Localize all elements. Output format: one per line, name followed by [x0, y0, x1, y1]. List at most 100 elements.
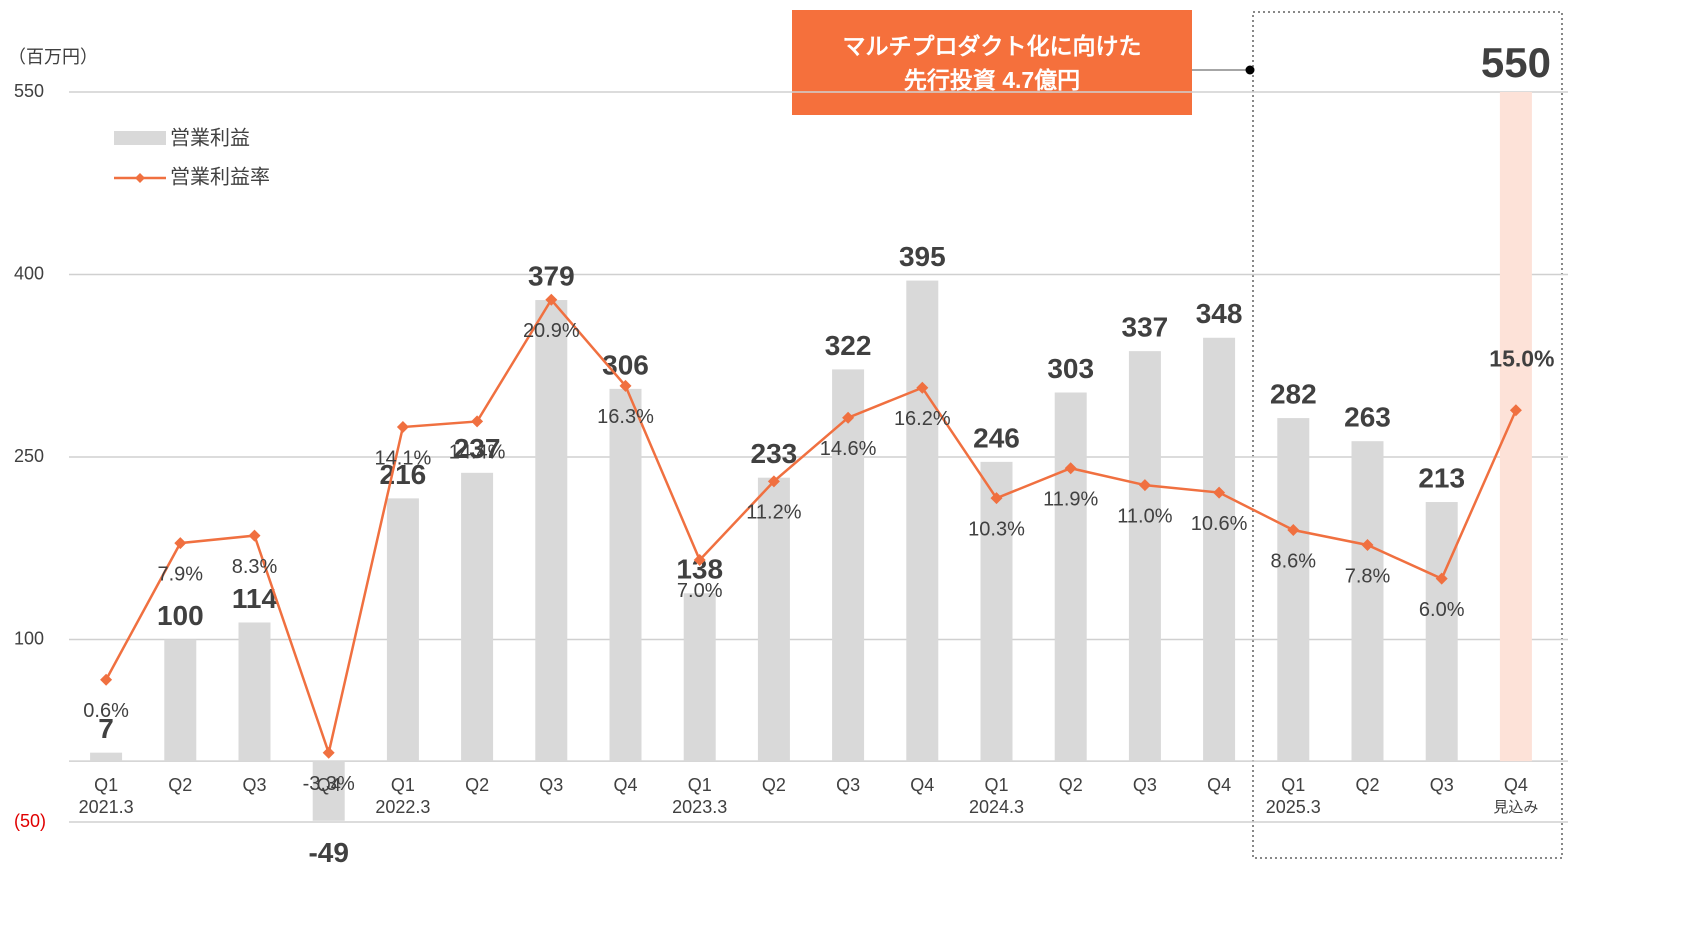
- x-tick-label: Q3: [836, 775, 860, 795]
- x-sublabel: 2022.3: [375, 797, 430, 817]
- rate-label: -3.3%: [303, 773, 355, 795]
- x-tick-label: Q3: [1430, 775, 1454, 795]
- bar-value-label: 263: [1344, 402, 1391, 433]
- rate-marker: [1509, 404, 1522, 417]
- rate-marker: [842, 411, 855, 424]
- bar-value-label: 237: [454, 433, 501, 464]
- bar-value-label: 216: [380, 459, 427, 490]
- bar-value-label: 246: [973, 422, 1020, 453]
- bar-value-label: 303: [1047, 353, 1094, 384]
- x-tick-label: Q1: [94, 775, 118, 795]
- x-tick-label: Q2: [762, 775, 786, 795]
- bar: [906, 280, 939, 762]
- rate-marker: [174, 537, 187, 550]
- x-sublabel: 2025.3: [1266, 797, 1321, 817]
- bar-value-label: 395: [899, 241, 946, 272]
- forecast-frame: [1252, 11, 1563, 859]
- bar-value-label: 322: [825, 330, 872, 361]
- bar-value-label: 337: [1122, 312, 1169, 343]
- x-sublabel: 2023.3: [672, 797, 727, 817]
- bar: [90, 752, 123, 762]
- bar-value-label: 213: [1418, 462, 1465, 493]
- bar: [386, 498, 419, 762]
- rate-label: 14.1%: [375, 447, 432, 469]
- rate-marker: [1287, 524, 1300, 536]
- rate-label: 11.0%: [1117, 505, 1172, 527]
- bar: [683, 593, 716, 762]
- legend-label: 営業利益率: [170, 165, 270, 188]
- bar-value-label: 114: [232, 583, 278, 614]
- rate-label: 7.8%: [1345, 565, 1391, 587]
- bar-value-label: 233: [751, 438, 798, 469]
- rate-marker: [545, 293, 558, 306]
- y-tick-label: 550: [14, 81, 44, 101]
- rate-label: 7.9%: [158, 563, 204, 585]
- rate-marker: [248, 529, 261, 542]
- x-tick-label: Q4: [317, 775, 341, 795]
- bar-value-label: 550: [1481, 39, 1551, 86]
- bar: [757, 477, 790, 762]
- bar: [1351, 441, 1384, 762]
- bar: [1054, 392, 1087, 762]
- rate-label: 15.0%: [1489, 345, 1554, 371]
- x-sublabel: 2024.3: [969, 797, 1024, 817]
- rate-marker: [1435, 572, 1448, 585]
- x-tick-label: Q1: [391, 775, 415, 795]
- rate-label: 7.0%: [677, 580, 723, 602]
- y-tick-label: (50): [14, 811, 46, 831]
- bar: [832, 369, 865, 762]
- x-tick-label: Q4: [1504, 775, 1528, 795]
- bar: [609, 388, 642, 762]
- bar-value-label: 306: [602, 349, 649, 380]
- annotation-dot: [1245, 65, 1255, 75]
- rate-label: 11.9%: [1043, 489, 1098, 511]
- bar: [1277, 418, 1310, 762]
- y-tick-label: 100: [14, 628, 44, 648]
- rate-line: [105, 297, 1518, 758]
- x-tick-label: Q1: [984, 775, 1008, 795]
- x-tick-label: Q4: [910, 775, 934, 795]
- rate-label: 0.6%: [83, 700, 129, 722]
- x-tick-label: Q3: [242, 775, 266, 795]
- rate-marker: [1064, 462, 1077, 475]
- bar: [238, 622, 271, 762]
- rate-label: 14.6%: [820, 438, 877, 460]
- rate-label: 10.3%: [968, 518, 1025, 540]
- rate-label: 20.9%: [523, 320, 580, 342]
- legend-label: 営業利益: [170, 126, 250, 149]
- rate-marker: [1213, 486, 1226, 499]
- x-tick-label: Q3: [1133, 775, 1157, 795]
- rate-label: 16.2%: [894, 408, 951, 430]
- rate-label: 6.0%: [1419, 599, 1465, 621]
- rate-label: 14.4%: [449, 442, 506, 464]
- rate-marker: [767, 475, 780, 488]
- bar: [1425, 502, 1458, 762]
- bar: [980, 461, 1013, 762]
- bar: [461, 472, 494, 762]
- legend-swatch: [114, 131, 166, 145]
- rate-marker: [916, 381, 929, 394]
- bar: [1128, 351, 1161, 762]
- rate-marker: [1361, 538, 1374, 551]
- bar-value-label: -49: [308, 837, 348, 868]
- x-tick-label: Q2: [1355, 775, 1379, 795]
- rate-label: 8.6%: [1271, 550, 1317, 572]
- rate-marker: [396, 421, 409, 434]
- x-tick-label: Q4: [1207, 775, 1231, 795]
- x-sublabel: 2021.3: [79, 797, 134, 817]
- rate-marker: [322, 746, 335, 759]
- x-tick-label: Q2: [1059, 775, 1083, 795]
- x-tick-label: Q3: [539, 775, 563, 795]
- rate-marker: [693, 553, 706, 566]
- x-tick-label: Q4: [613, 775, 637, 795]
- x-tick-label: Q2: [465, 775, 489, 795]
- rate-marker: [619, 379, 632, 392]
- y-tick-label: 400: [14, 263, 44, 283]
- x-sublabel: 見込み: [1493, 799, 1538, 816]
- bar-value-label: 100: [157, 600, 204, 631]
- bar-value-label: 7: [98, 713, 114, 744]
- bar: [1499, 92, 1532, 762]
- annotation-text: 先行投資 4.7億円: [904, 67, 1080, 93]
- annotation-box: [792, 10, 1192, 115]
